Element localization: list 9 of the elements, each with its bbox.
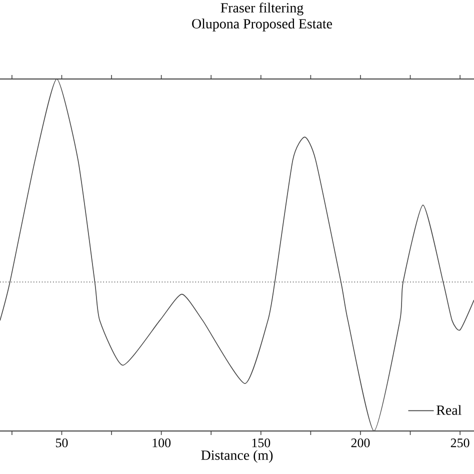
x-tick-label: 250 [450, 438, 470, 448]
x-tick-label: 150 [252, 438, 270, 448]
x-tick-label: 100 [152, 438, 171, 448]
chart-subtitle: Olupona Proposed Estate [192, 18, 332, 32]
x-tick-label: 50 [56, 438, 68, 448]
x-axis-title: Distance (m) [201, 450, 273, 463]
legend-label: Real [436, 405, 462, 415]
x-tick-label: 200 [351, 438, 370, 448]
chart-title: Fraser filtering [220, 2, 304, 16]
